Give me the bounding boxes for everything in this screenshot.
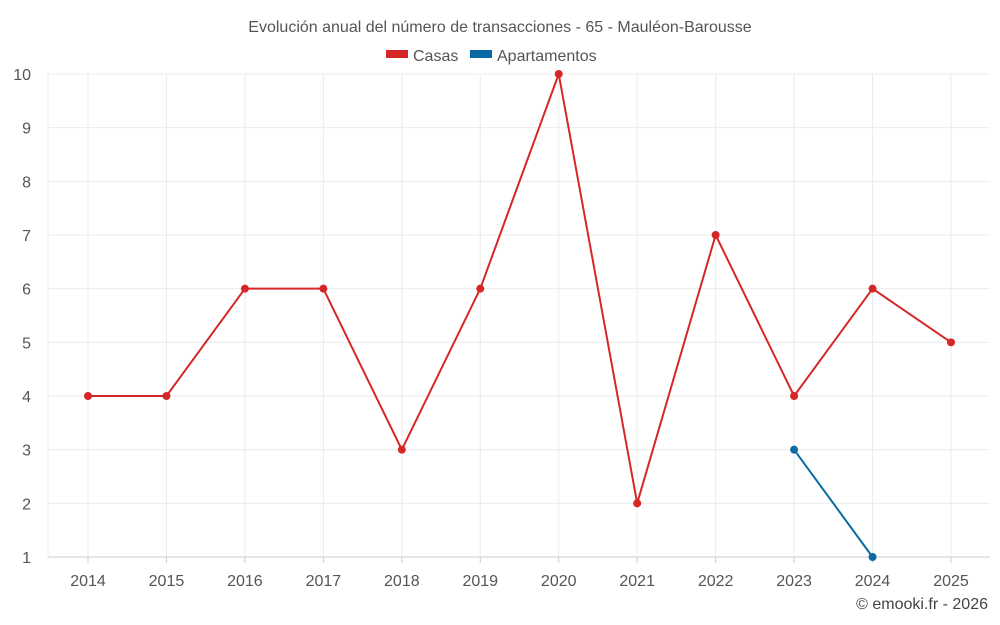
data-point-casas-2023[interactable] bbox=[790, 392, 799, 400]
y-tick-label: 5 bbox=[22, 335, 31, 352]
x-tick-label: 2014 bbox=[70, 573, 106, 590]
y-tick-label: 9 bbox=[22, 121, 31, 138]
y-tick-label: 6 bbox=[22, 282, 31, 299]
x-tick-label: 2017 bbox=[306, 573, 342, 590]
data-point-apartamentos-2024[interactable] bbox=[868, 553, 877, 561]
series-apartamentos bbox=[790, 445, 877, 561]
data-point-casas-2015[interactable] bbox=[162, 392, 171, 400]
legend-item-apartamentos[interactable]: Apartamentos bbox=[470, 48, 597, 65]
x-tick-label: 2021 bbox=[619, 573, 655, 590]
x-tick-label: 2024 bbox=[855, 573, 891, 590]
chart-title: Evolución anual del número de transaccio… bbox=[248, 19, 752, 36]
x-tick-label: 2019 bbox=[462, 573, 498, 590]
axes: 1 2 3 4 5 6 7 8 9 10 2014 2015 2016 2017 2018 2019 2020 2… bbox=[13, 67, 969, 590]
data-point-casas-2024[interactable] bbox=[868, 284, 877, 293]
data-point-casas-2017[interactable] bbox=[319, 284, 328, 293]
data-point-casas-2020[interactable] bbox=[554, 70, 563, 78]
x-tick-label: 2020 bbox=[541, 573, 577, 590]
legend-label-apartamentos: Apartamentos bbox=[497, 48, 597, 65]
legend-item-casas[interactable]: Casas bbox=[386, 48, 458, 65]
x-tick-label: 2016 bbox=[227, 573, 263, 590]
credit-text: © emooki.fr - 2026 bbox=[856, 596, 988, 613]
x-tick-label: 2025 bbox=[933, 573, 969, 590]
legend-swatch-apartamentos bbox=[470, 50, 492, 58]
data-point-casas-2021[interactable] bbox=[633, 499, 642, 508]
y-tick-label: 7 bbox=[22, 228, 31, 245]
series-line-apartamentos bbox=[793, 449, 874, 558]
y-tick-label: 10 bbox=[13, 67, 31, 84]
data-point-casas-2019[interactable] bbox=[476, 284, 485, 293]
data-point-apartamentos-2023[interactable] bbox=[790, 445, 799, 454]
y-tick-label: 2 bbox=[22, 496, 31, 513]
y-tick-label: 1 bbox=[22, 550, 31, 567]
legend: Casas Apartamentos bbox=[386, 48, 597, 65]
y-tick-label: 4 bbox=[22, 389, 31, 406]
x-tick-label: 2018 bbox=[384, 573, 420, 590]
data-point-casas-2022[interactable] bbox=[711, 231, 720, 239]
x-tick-label: 2022 bbox=[698, 573, 734, 590]
x-tick-label: 2015 bbox=[149, 573, 185, 590]
y-tick-label: 3 bbox=[22, 443, 31, 460]
data-point-casas-2016[interactable] bbox=[240, 284, 249, 293]
y-tick-label: 8 bbox=[22, 174, 31, 191]
data-point-casas-2025[interactable] bbox=[947, 338, 955, 347]
series-casas bbox=[84, 70, 955, 508]
grid bbox=[47, 73, 990, 558]
data-point-casas-2018[interactable] bbox=[397, 445, 406, 454]
legend-label-casas: Casas bbox=[413, 48, 458, 65]
data-point-casas-2014[interactable] bbox=[84, 392, 92, 400]
series bbox=[84, 70, 955, 561]
legend-swatch-casas bbox=[386, 50, 408, 58]
series-line-casas bbox=[88, 73, 952, 505]
x-tick-label: 2023 bbox=[776, 573, 812, 590]
